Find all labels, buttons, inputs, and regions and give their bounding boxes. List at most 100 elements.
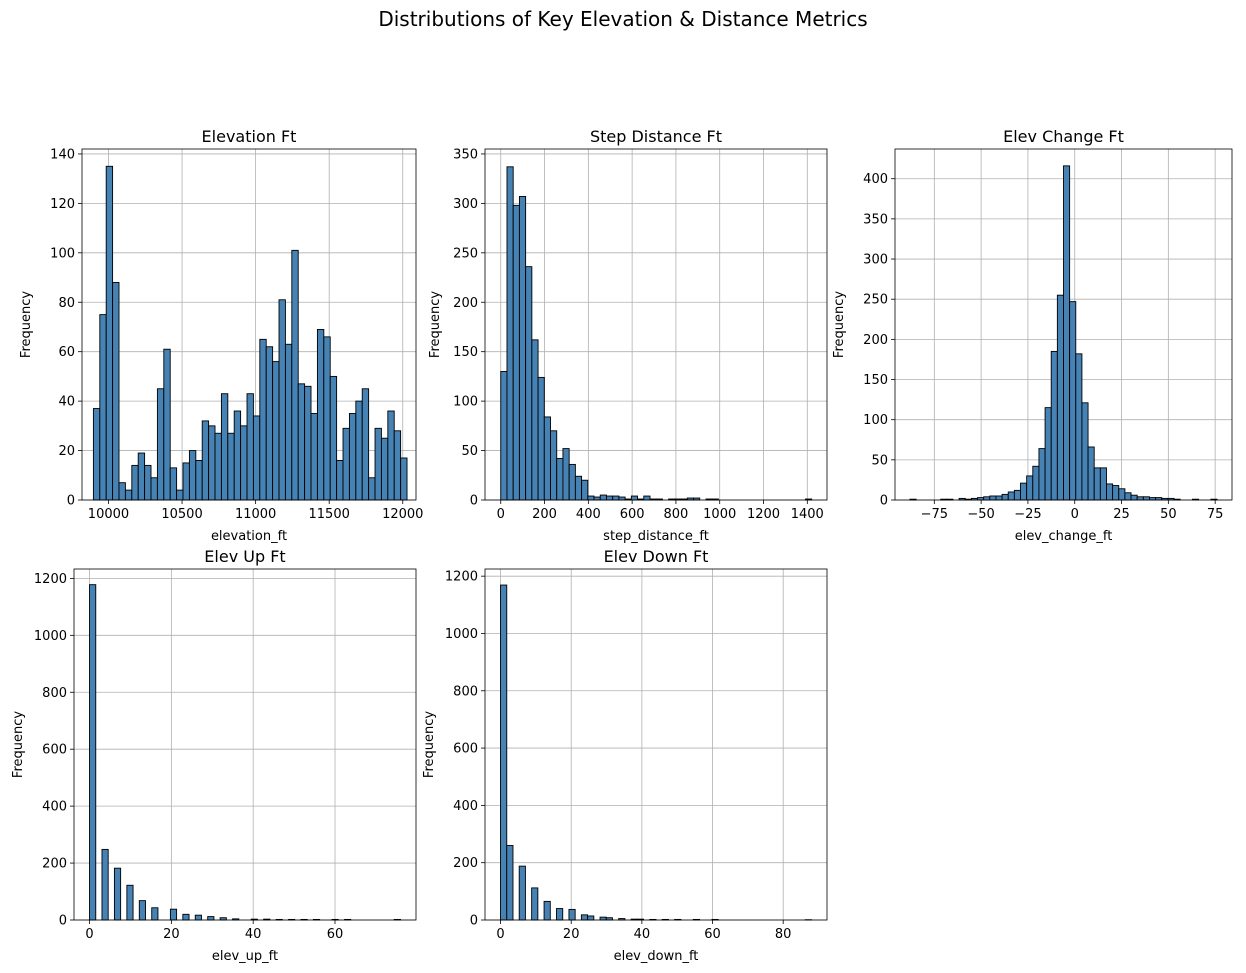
y-tick-label: 140 xyxy=(50,147,75,162)
x-axis-label: step_distance_ft xyxy=(603,529,709,544)
y-axis-label: Frequency xyxy=(19,291,34,358)
y-tick-label: 80 xyxy=(58,296,75,311)
histogram-bar xyxy=(105,165,114,501)
x-axis-label: elevation_ft xyxy=(211,529,287,544)
y-axis-label: Frequency xyxy=(422,711,437,778)
histogram-bar xyxy=(500,371,508,501)
histogram-bar xyxy=(220,393,229,501)
x-tick-label: −50 xyxy=(967,507,994,522)
histogram-bar xyxy=(1013,489,1021,501)
histogram-bar xyxy=(163,348,171,501)
histogram-bar xyxy=(126,884,134,921)
histogram-bar xyxy=(101,848,109,921)
histogram-bar xyxy=(89,584,97,921)
histogram-bar xyxy=(995,495,1003,501)
histogram-bar xyxy=(1099,467,1107,501)
y-tick-label: 300 xyxy=(453,197,478,212)
histogram-bar xyxy=(1087,446,1095,501)
y-tick-label: 100 xyxy=(453,395,478,410)
histogram-bar xyxy=(323,336,331,501)
histogram-bar xyxy=(537,376,545,501)
y-tick-label: 150 xyxy=(863,373,888,388)
x-tick-label: −25 xyxy=(1014,507,1041,522)
y-tick-label: 600 xyxy=(453,742,478,757)
y-tick-label: 350 xyxy=(453,147,478,162)
histogram-bar xyxy=(380,437,389,501)
histogram-bar xyxy=(500,584,508,921)
histogram-bar xyxy=(574,475,583,501)
histogram-bar xyxy=(272,361,280,501)
histogram-bar xyxy=(1038,448,1046,501)
histogram-bar xyxy=(606,495,614,501)
histogram-bar xyxy=(1063,165,1071,501)
y-tick-label: 200 xyxy=(863,333,888,348)
histogram-bar xyxy=(304,385,312,501)
histogram-bar xyxy=(112,282,120,501)
y-tick-label: 200 xyxy=(453,296,478,311)
histogram-bar xyxy=(587,495,595,501)
histogram-bar xyxy=(581,479,589,501)
histogram-bar xyxy=(525,266,533,501)
histogram-bar xyxy=(983,496,991,501)
x-tick-label: 10500 xyxy=(161,507,202,522)
histogram-bar xyxy=(374,427,382,501)
y-tick-label: 1000 xyxy=(445,627,478,642)
histogram-bar xyxy=(348,413,357,501)
x-tick-label: 0 xyxy=(497,507,505,522)
y-axis-label: Frequency xyxy=(832,291,847,358)
y-axis-label: Frequency xyxy=(428,291,443,358)
histogram-bar xyxy=(387,410,395,501)
subplot-2: 0 200 400 600 800 1000 1200 1400 0 50 100 150 200 250… xyxy=(428,127,828,544)
y-tick-label: 400 xyxy=(863,172,888,187)
histogram-bar xyxy=(278,299,286,501)
y-tick-label: 0 xyxy=(880,494,888,509)
y-tick-label: 0 xyxy=(59,914,67,929)
histogram-bar xyxy=(400,457,408,501)
histogram-bar xyxy=(137,452,146,501)
y-tick-label: 1200 xyxy=(445,570,478,585)
histogram-bar xyxy=(355,400,363,501)
histogram-bar xyxy=(233,410,242,501)
x-tick-label: −75 xyxy=(921,507,948,522)
histogram-bar xyxy=(556,908,564,921)
histogram-bar xyxy=(156,388,165,501)
histogram-bar xyxy=(118,482,126,501)
histogram-bar xyxy=(506,845,514,921)
y-tick-label: 200 xyxy=(42,857,67,872)
axes-frame xyxy=(73,568,417,921)
x-tick-label: 1400 xyxy=(791,507,824,522)
histogram-bar xyxy=(368,477,376,501)
y-tick-label: 0 xyxy=(470,914,478,929)
histogram-bar xyxy=(568,463,576,501)
histogram-bar xyxy=(201,420,210,501)
y-tick-label: 50 xyxy=(871,453,888,468)
histogram-bar xyxy=(1001,493,1009,501)
x-tick-label: 0 xyxy=(85,927,93,942)
x-tick-label: 0 xyxy=(1071,507,1079,522)
histogram-bar xyxy=(131,464,139,501)
histogram-bar xyxy=(214,432,222,501)
histogram-bar xyxy=(240,425,248,501)
histogram-bar xyxy=(194,914,202,921)
histogram-bar xyxy=(1020,482,1028,501)
histogram-bar xyxy=(550,430,558,501)
subplot-3: −75 −50 −25 0 25 50 75 0 50 100 150 200 250 300 350 400… xyxy=(832,127,1233,544)
histogram-bar xyxy=(1069,301,1077,501)
histogram-bar xyxy=(1130,494,1138,501)
histogram-bar xyxy=(1050,350,1058,501)
y-tick-label: 250 xyxy=(453,246,478,261)
histogram-bar xyxy=(1106,483,1114,501)
histogram-bar xyxy=(599,916,607,921)
histogram-bar xyxy=(246,393,254,501)
x-axis-label: elev_up_ft xyxy=(212,949,278,964)
subplot-title: Step Distance Ft xyxy=(590,127,722,146)
histogram-bar xyxy=(1093,467,1101,501)
histogram-bar xyxy=(612,495,620,501)
subplot-1: 10000 10500 11000 11500 12000 0 20 40 60 80 100 120… xyxy=(19,127,423,544)
x-tick-label: 20 xyxy=(163,927,180,942)
axes-frame xyxy=(484,568,828,921)
y-tick-label: 40 xyxy=(58,395,75,410)
